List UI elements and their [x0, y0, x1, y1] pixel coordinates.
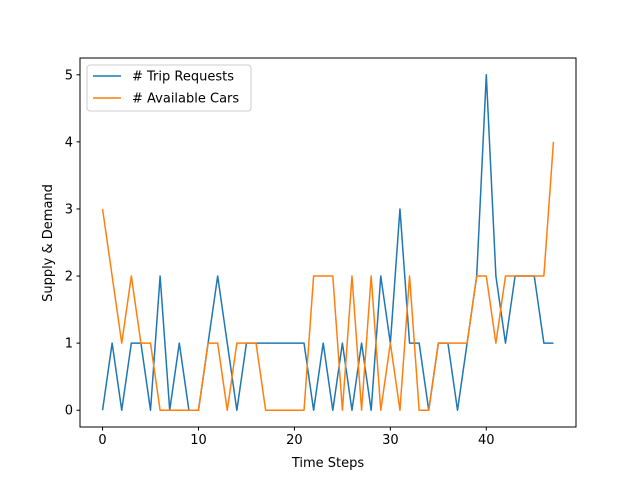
legend-label-2: # Available Cars	[132, 92, 239, 107]
x-tick-label: 40	[478, 433, 495, 448]
plot-frame	[79, 57, 577, 428]
x-tick-label: 10	[190, 433, 207, 448]
x-tick-label: 20	[286, 433, 303, 448]
y-axis-ticks: 0 1 2 3 4 5	[65, 68, 80, 419]
series-line-2	[101, 141, 555, 411]
legend-box	[86, 64, 252, 112]
y-tick-label: 2	[65, 270, 73, 285]
x-axis-ticks: 0 10 20 30 40	[98, 427, 495, 448]
x-tick-label: 30	[382, 433, 399, 448]
y-tick-label: 3	[65, 202, 73, 217]
x-tick-label: 0	[98, 433, 106, 448]
plot-lines	[101, 74, 555, 411]
y-axis-label: Supply & Demand	[41, 184, 56, 302]
y-tick-label: 4	[65, 135, 73, 150]
y-tick-label: 0	[65, 404, 73, 419]
legend-label-1: # Trip Requests	[132, 70, 234, 85]
series-line-1	[101, 74, 554, 411]
y-tick-label: 5	[65, 68, 73, 83]
y-tick-label: 1	[65, 337, 73, 352]
x-axis-label: Time Steps	[291, 456, 365, 471]
legend: # Trip Requests # Available Cars	[86, 64, 252, 112]
